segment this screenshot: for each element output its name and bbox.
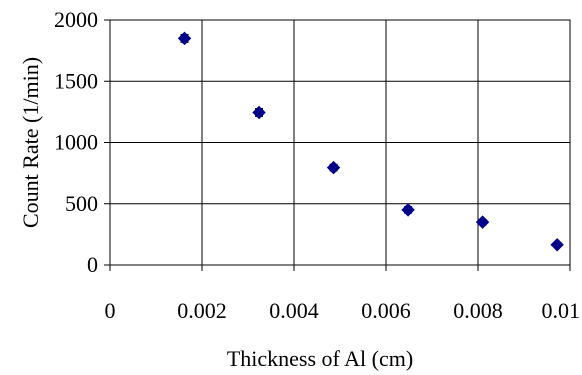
data-point [326,160,341,175]
x-tick-label: 0.004 [269,298,319,323]
diamond-marker [326,160,341,175]
data-point [177,31,192,46]
x-tick-label: 0.008 [453,298,503,323]
x-axis-title: Thickness of Al (cm) [227,346,413,371]
data-point [252,105,266,120]
diamond-marker [401,203,415,217]
x-tick-labels: 0 0.002 0.004 0.006 0.008 0.01 [105,298,581,323]
y-tick-label: 0 [87,252,98,277]
data-point [401,203,415,217]
data-point [550,238,564,252]
x-tick-label: 0.006 [361,298,411,323]
x-tick-label: 0.002 [177,298,227,323]
diamond-marker [252,105,266,120]
diamond-marker [475,215,490,229]
y-tick-label: 1000 [54,130,98,155]
y-tick-label: 2000 [54,7,98,32]
data-points [177,31,564,252]
y-tick-labels: 0 500 1000 1500 2000 [54,7,98,277]
y-tick-label: 1500 [54,68,98,93]
grid-lines [110,19,571,265]
diamond-marker [177,31,192,46]
x-tick-label: 0.01 [542,298,581,323]
diamond-marker [550,238,564,252]
y-axis-title: Count Rate (1/min) [18,57,43,228]
data-point [475,215,490,229]
x-tick-label: 0 [105,298,116,323]
y-tick-label: 500 [65,191,98,216]
axes [104,19,571,271]
